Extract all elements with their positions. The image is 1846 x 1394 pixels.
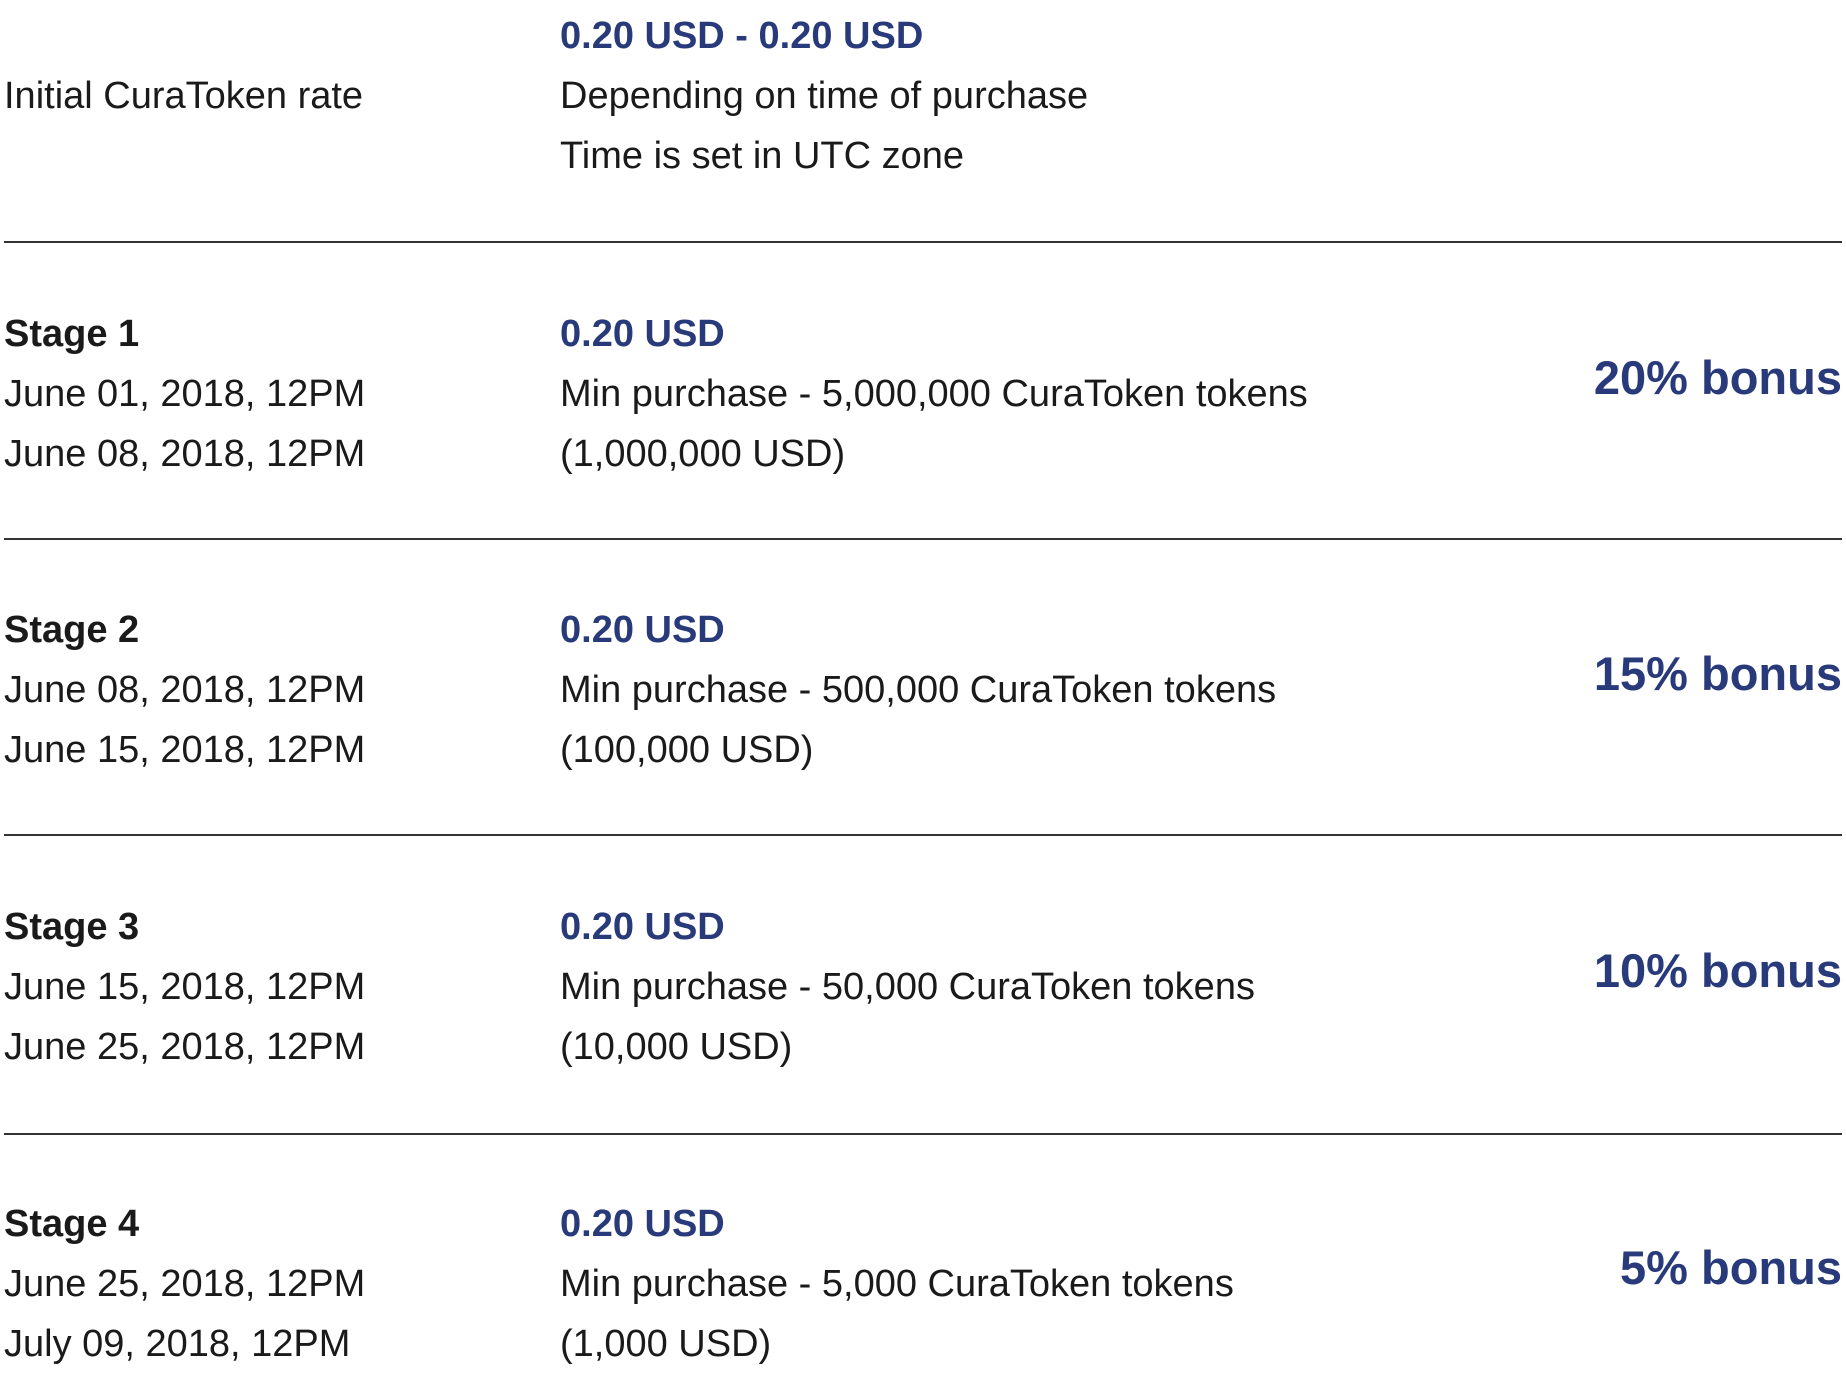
stage-dates-column: Stage 4 June 25, 2018, 12PM July 09, 201…	[4, 1194, 524, 1374]
stage-bonus: 10% bonus	[1593, 944, 1842, 997]
stage-end-date: June 08, 2018, 12PM	[4, 433, 366, 475]
stage-price: 0.20 USD	[560, 313, 725, 355]
stage-section-3: Stage 3 June 15, 2018, 12PM June 25, 201…	[0, 897, 1846, 1068]
intro-price-range: 0.20 USD - 0.20 USD	[560, 15, 924, 57]
stage-end-date: June 25, 2018, 12PM	[4, 1026, 366, 1068]
stage-start-date: June 15, 2018, 12PM	[4, 966, 366, 1008]
stage-title: Stage 2	[4, 609, 140, 651]
stage-end-date: June 15, 2018, 12PM	[4, 729, 366, 771]
stage-min-usd: (1,000 USD)	[560, 1323, 772, 1365]
stage-price: 0.20 USD	[560, 609, 725, 651]
stage-title: Stage 3	[4, 906, 140, 948]
stage-bonus: 5% bonus	[1620, 1241, 1842, 1294]
stage-price: 0.20 USD	[560, 906, 725, 948]
stage-min-usd: (10,000 USD)	[560, 1026, 793, 1068]
stage-dates-column: Stage 1 June 01, 2018, 12PM June 08, 201…	[4, 304, 524, 484]
stage-details-column: 0.20 USD Min purchase - 5,000,000 CuraTo…	[560, 304, 1460, 484]
stage-section-4: Stage 4 June 25, 2018, 12PM July 09, 201…	[0, 1194, 1846, 1365]
stage-details-column: 0.20 USD Min purchase - 5,000 CuraToken …	[560, 1194, 1460, 1374]
stage-details-column: 0.20 USD Min purchase - 50,000 CuraToken…	[560, 897, 1460, 1077]
stage-price: 0.20 USD	[560, 1203, 725, 1245]
stage-end-date: July 09, 2018, 12PM	[4, 1323, 351, 1365]
stage-min-usd: (1,000,000 USD)	[560, 433, 846, 475]
stage-min-purchase: Min purchase - 500,000 CuraToken tokens	[560, 669, 1277, 711]
intro-label-column: Initial CuraToken rate	[4, 6, 524, 126]
stage-dates-column: Stage 3 June 15, 2018, 12PM June 25, 201…	[4, 897, 524, 1077]
stage-dates-column: Stage 2 June 08, 2018, 12PM June 15, 201…	[4, 600, 524, 780]
stage-section-2: Stage 2 June 08, 2018, 12PM June 15, 201…	[0, 600, 1846, 771]
divider	[4, 1133, 1842, 1135]
stage-title: Stage 4	[4, 1203, 140, 1245]
stage-bonus: 15% bonus	[1593, 647, 1842, 700]
intro-note-purchase-time: Depending on time of purchase	[560, 75, 1089, 117]
stage-bonus: 20% bonus	[1593, 351, 1842, 404]
stage-min-purchase: Min purchase - 5,000 CuraToken tokens	[560, 1263, 1234, 1305]
stage-details-column: 0.20 USD Min purchase - 500,000 CuraToke…	[560, 600, 1460, 780]
intro-details-column: 0.20 USD - 0.20 USD Depending on time of…	[560, 6, 1460, 186]
stage-start-date: June 25, 2018, 12PM	[4, 1263, 366, 1305]
stage-min-purchase: Min purchase - 50,000 CuraToken tokens	[560, 966, 1255, 1008]
intro-note-utc: Time is set in UTC zone	[560, 135, 965, 177]
stage-start-date: June 08, 2018, 12PM	[4, 669, 366, 711]
stage-section-1: Stage 1 June 01, 2018, 12PM June 08, 201…	[0, 304, 1846, 475]
divider	[4, 241, 1842, 243]
stage-min-usd: (100,000 USD)	[560, 729, 814, 771]
stage-min-purchase: Min purchase - 5,000,000 CuraToken token…	[560, 373, 1308, 415]
intro-section: Initial CuraToken rate 0.20 USD - 0.20 U…	[0, 6, 1846, 177]
divider	[4, 834, 1842, 836]
stage-start-date: June 01, 2018, 12PM	[4, 373, 366, 415]
intro-label: Initial CuraToken rate	[4, 75, 364, 117]
divider	[4, 538, 1842, 540]
stage-title: Stage 1	[4, 313, 140, 355]
